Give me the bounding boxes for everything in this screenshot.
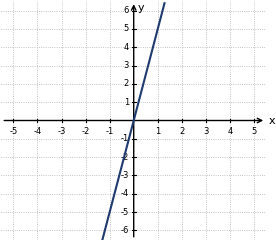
Text: -1: -1 <box>105 127 114 136</box>
Text: -6: -6 <box>121 226 129 235</box>
Text: -2: -2 <box>121 153 129 162</box>
Text: 3: 3 <box>203 127 209 136</box>
Text: 5: 5 <box>124 24 129 33</box>
Text: x: x <box>269 115 275 126</box>
Text: -4: -4 <box>121 189 129 198</box>
Text: -5: -5 <box>9 127 18 136</box>
Text: 1: 1 <box>155 127 160 136</box>
Text: -4: -4 <box>33 127 42 136</box>
Text: -2: -2 <box>81 127 90 136</box>
Text: 4: 4 <box>227 127 233 136</box>
Text: 3: 3 <box>124 61 129 70</box>
Text: 4: 4 <box>124 43 129 52</box>
Text: -3: -3 <box>57 127 66 136</box>
Text: 5: 5 <box>251 127 257 136</box>
Text: -3: -3 <box>121 171 129 180</box>
Text: 6: 6 <box>124 6 129 15</box>
Text: 2: 2 <box>124 79 129 88</box>
Text: 1: 1 <box>124 98 129 107</box>
Text: -5: -5 <box>121 208 129 217</box>
Text: -1: -1 <box>121 134 129 143</box>
Text: y: y <box>137 3 144 13</box>
Text: 2: 2 <box>179 127 184 136</box>
